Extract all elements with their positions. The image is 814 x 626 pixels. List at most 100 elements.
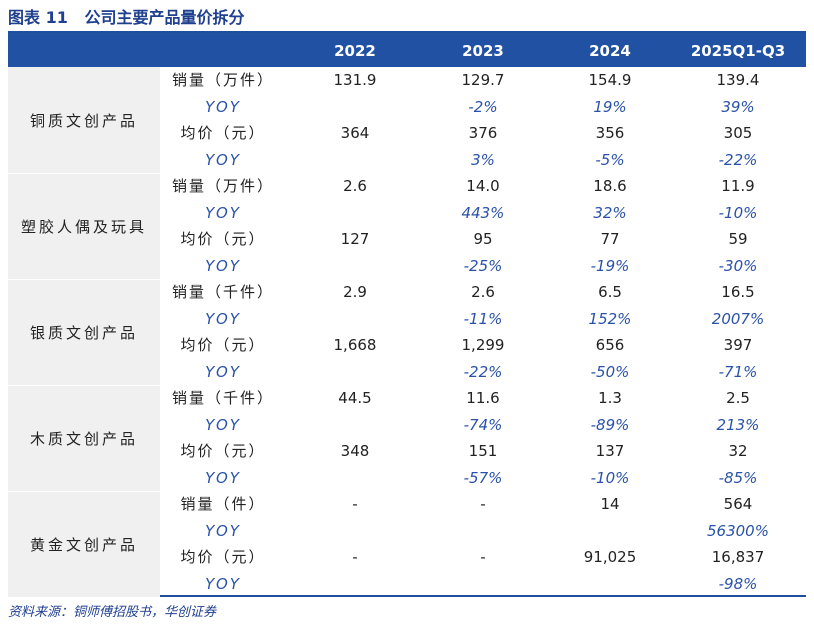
cell: 91,025 bbox=[583, 548, 637, 566]
cell: 443% bbox=[461, 203, 505, 222]
cell: 2.9 bbox=[343, 283, 367, 301]
cell: 151 bbox=[468, 442, 498, 460]
cell: 152% bbox=[588, 309, 632, 328]
cell: 18.6 bbox=[593, 177, 627, 195]
row-label: YOY bbox=[205, 150, 241, 169]
cell: -74% bbox=[463, 415, 503, 434]
cell: -19% bbox=[590, 256, 630, 275]
column-header: 2023 bbox=[462, 42, 504, 60]
row-label: 销量（千件） bbox=[171, 389, 274, 407]
cell: -11% bbox=[463, 309, 503, 328]
cell: 305 bbox=[723, 124, 753, 142]
column-header: 2022 bbox=[334, 42, 376, 60]
cell: 95 bbox=[473, 230, 493, 248]
cell: 129.7 bbox=[461, 71, 505, 89]
cell: 16.5 bbox=[721, 283, 755, 301]
cell: 356 bbox=[595, 124, 625, 142]
cell: 14 bbox=[600, 495, 620, 513]
cell: 11.6 bbox=[466, 389, 500, 407]
cell: - bbox=[480, 548, 486, 566]
source: 资料来源：铜师傅招股书，华创证券 bbox=[8, 605, 217, 620]
cell: 348 bbox=[340, 442, 370, 460]
cell: - bbox=[352, 495, 358, 513]
cell: -30% bbox=[718, 256, 758, 275]
row-label: 销量（万件） bbox=[171, 177, 274, 195]
cell: -10% bbox=[590, 468, 630, 487]
cell: 564 bbox=[723, 495, 753, 513]
product-name: 塑胶人偶及玩具 bbox=[8, 173, 160, 279]
cell: -10% bbox=[718, 203, 758, 222]
row-separator bbox=[8, 384, 806, 386]
row-label: YOY bbox=[205, 309, 241, 328]
cell: 19% bbox=[593, 97, 627, 116]
column-header: 2025Q1-Q3 bbox=[690, 42, 786, 60]
cell: 3% bbox=[471, 150, 495, 169]
cell: -22% bbox=[718, 150, 758, 169]
row-label: YOY bbox=[205, 521, 241, 540]
cell: 1.3 bbox=[598, 389, 622, 407]
row-label: 销量（千件） bbox=[171, 283, 274, 301]
cell: -71% bbox=[718, 362, 758, 381]
cell: - bbox=[480, 495, 486, 513]
product-name: 铜质文创产品 bbox=[8, 67, 160, 173]
cell: 127 bbox=[340, 230, 370, 248]
row-label: 均价（元） bbox=[180, 442, 266, 460]
cell: 11.9 bbox=[721, 177, 755, 195]
row-label: 均价（元） bbox=[180, 548, 266, 566]
product-name: 木质文创产品 bbox=[8, 385, 160, 491]
cell: 14.0 bbox=[466, 177, 500, 195]
cell: 139.4 bbox=[716, 71, 760, 89]
cell: 131.9 bbox=[333, 71, 377, 89]
cell: - bbox=[352, 548, 358, 566]
column-header: 2024 bbox=[589, 42, 631, 60]
row-separator bbox=[8, 172, 806, 174]
cell: 2.6 bbox=[343, 177, 367, 195]
cell: 1,299 bbox=[461, 336, 505, 354]
cell: 364 bbox=[340, 124, 370, 142]
row-label: 均价（元） bbox=[180, 336, 266, 354]
cell: 2.6 bbox=[471, 283, 495, 301]
cell: 32% bbox=[593, 203, 627, 222]
row-label: YOY bbox=[205, 97, 241, 116]
product-name: 黄金文创产品 bbox=[8, 491, 160, 597]
cell: -50% bbox=[590, 362, 630, 381]
rule bbox=[8, 595, 806, 597]
cell: -25% bbox=[463, 256, 503, 275]
row-label: YOY bbox=[205, 468, 241, 487]
row-label: 均价（元） bbox=[180, 124, 266, 142]
row-label: YOY bbox=[205, 415, 241, 434]
cell: 39% bbox=[721, 97, 755, 116]
row-label: 均价（元） bbox=[180, 230, 266, 248]
row-separator bbox=[8, 278, 806, 280]
cell: -85% bbox=[718, 468, 758, 487]
cell: 6.5 bbox=[598, 283, 622, 301]
title: 图表 11 公司主要产品量价拆分 bbox=[8, 8, 245, 27]
cell: 77 bbox=[600, 230, 620, 248]
row-label: YOY bbox=[205, 574, 241, 593]
cell: -89% bbox=[590, 415, 630, 434]
cell: 213% bbox=[716, 415, 760, 434]
cell: 2007% bbox=[711, 309, 765, 328]
cell: -22% bbox=[463, 362, 503, 381]
cell: 137 bbox=[595, 442, 625, 460]
row-separator bbox=[8, 490, 806, 492]
cell: -98% bbox=[718, 574, 758, 593]
row-label: YOY bbox=[205, 256, 241, 275]
row-label: YOY bbox=[205, 362, 241, 381]
cell: 56300% bbox=[707, 521, 769, 540]
cell: 59 bbox=[728, 230, 748, 248]
cell: 32 bbox=[728, 442, 748, 460]
rule bbox=[8, 31, 806, 33]
cell: 154.9 bbox=[588, 71, 632, 89]
cell: 376 bbox=[468, 124, 498, 142]
cell: -2% bbox=[468, 97, 498, 116]
cell: 656 bbox=[595, 336, 625, 354]
cell: -57% bbox=[463, 468, 503, 487]
row-label: 销量（万件） bbox=[171, 71, 274, 89]
cell: 397 bbox=[723, 336, 753, 354]
cell: 2.5 bbox=[726, 389, 750, 407]
cell: 16,837 bbox=[711, 548, 765, 566]
cell: 44.5 bbox=[338, 389, 372, 407]
table-header bbox=[8, 33, 806, 67]
